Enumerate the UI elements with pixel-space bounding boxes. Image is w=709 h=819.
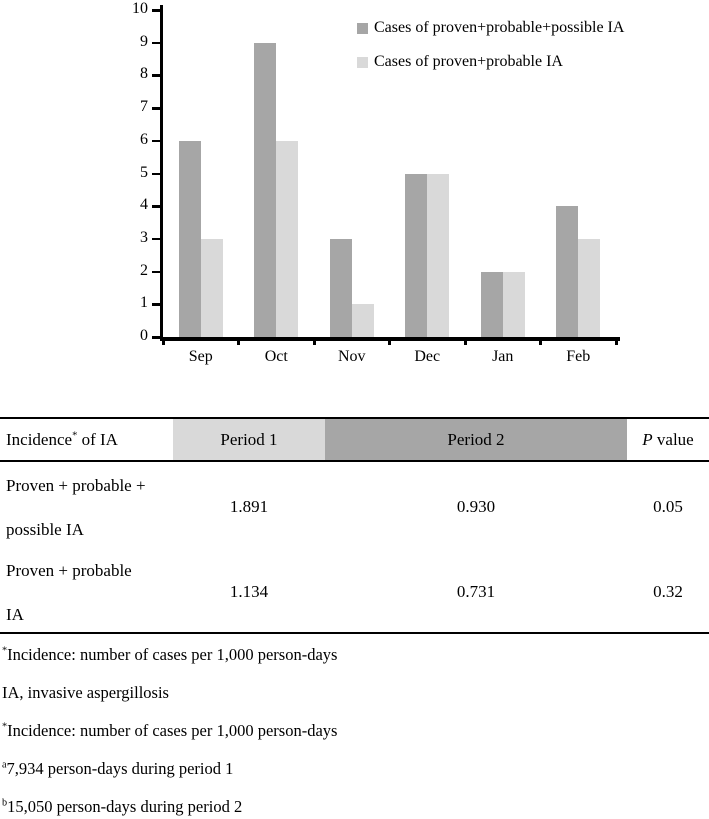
cell-period2-value: 0.731 (456, 582, 496, 601)
y-axis-label: 7 (140, 98, 148, 116)
footnote-sup: a (2, 759, 7, 771)
x-axis-tick (161, 337, 165, 345)
legend-item-proven-probable: Cases of proven+probable IA (357, 53, 563, 71)
y-axis-label: 6 (140, 130, 148, 148)
row-label-line1: Proven + probable (6, 561, 132, 580)
footnote-text: 15,050 person-days during period 2 (7, 797, 243, 816)
x-axis-month-label: Jan (492, 348, 514, 365)
cell-period2-value: 0.930 (456, 497, 496, 516)
y-axis-label: 2 (140, 261, 148, 279)
y-axis-tick (152, 74, 161, 77)
bar-nov-series1 (351, 304, 374, 337)
y-axis-label: 3 (140, 228, 148, 246)
x-axis-month-label: Nov (337, 348, 366, 365)
incidence-table: Incidence* of IA Period 1 Period 2 P val… (0, 417, 709, 634)
footnote-period1-person-days: a7,934 person-days during period 1 (2, 750, 709, 788)
table-row-proven-probable-possible: Proven + probable + possible IA 1.891 0.… (0, 462, 709, 547)
y-axis-tick (152, 237, 161, 241)
footnote-text: IA, invasive aspergillosis (2, 683, 169, 702)
footnote-sup: * (2, 645, 8, 657)
table-header-period2: Period 2 (325, 419, 627, 460)
row-label: Proven + probable IA (0, 547, 173, 637)
bar-oct-series1 (276, 140, 299, 337)
legend-label: Cases of proven+probable IA (374, 53, 563, 70)
table-row-proven-probable: Proven + probable IA 1.134 0.731 0.32 (0, 547, 709, 632)
x-axis-tick (388, 337, 391, 345)
footnote-text: Incidence: number of cases per 1,000 per… (7, 721, 338, 740)
header-incidence-text: Incidence (6, 429, 73, 449)
cell-p-value: 0.05 (653, 497, 683, 516)
table-header-row: Incidence* of IA Period 1 Period 2 P val… (0, 419, 709, 462)
footnote-incidence-definition-1: *Incidence: number of cases per 1,000 pe… (2, 636, 709, 674)
y-axis-label: 9 (140, 32, 148, 50)
row-label-line1: Proven + probable + (6, 476, 146, 495)
cell-period1-value: 1.891 (229, 497, 269, 516)
table-header-pvalue: P value (627, 419, 709, 460)
bar-nov-series0 (329, 238, 352, 337)
bar-sep-series0 (178, 140, 201, 337)
row-label-line2: IA (6, 605, 24, 624)
row-label-line2: possible IA (6, 520, 84, 539)
y-axis-tick (152, 139, 161, 143)
footnote-text: 7,934 person-days during period 1 (6, 759, 234, 778)
y-axis-tick (152, 172, 161, 175)
y-axis-tick (152, 107, 161, 110)
x-axis-tick (614, 337, 618, 345)
footnote-period2-person-days: b15,050 person-days during period 2 (2, 788, 709, 819)
footnotes: *Incidence: number of cases per 1,000 pe… (0, 636, 709, 819)
y-axis-label: 0 (140, 327, 148, 344)
row-label: Proven + probable + possible IA (0, 462, 173, 552)
y-axis-line (160, 5, 163, 337)
x-axis-tick (312, 337, 316, 345)
table-header-incidence: Incidence* of IA (0, 419, 173, 460)
footnote-text: Incidence: number of cases per 1,000 per… (7, 645, 338, 664)
legend-swatch-dark (357, 22, 368, 34)
footnote-incidence-definition-2: *Incidence: number of cases per 1,000 pe… (2, 712, 709, 750)
y-axis-label: 4 (140, 196, 148, 214)
y-axis-label: 5 (140, 163, 148, 181)
y-axis-tick (152, 9, 161, 12)
y-axis-label: 10 (132, 0, 148, 17)
header-p-suffix: value (652, 429, 694, 449)
footnote-ia-definition: IA, invasive aspergillosis (2, 674, 709, 712)
bar-jan-series1 (502, 271, 525, 337)
footnote-sup: * (2, 721, 8, 733)
bar-chart: Cases of proven+probable+possible IA Cas… (132, 0, 624, 365)
bar-feb-series0 (556, 206, 579, 337)
table-header-period1: Period 1 (173, 419, 325, 460)
cell-p-value: 0.32 (653, 582, 683, 601)
header-incidence-asterisk: * (72, 429, 78, 441)
x-axis-tick (539, 337, 542, 345)
bar-feb-series1 (578, 238, 601, 337)
header-p-italic: P (642, 429, 653, 449)
bar-sep-series1 (200, 238, 223, 337)
y-axis-tick (152, 205, 161, 208)
cell-period1-value: 1.134 (229, 582, 269, 601)
legend-item-proven-probable-possible: Cases of proven+probable+possible IA (357, 19, 624, 37)
legend-label: Cases of proven+probable+possible IA (374, 19, 625, 36)
bar-jan-series0 (480, 271, 503, 337)
x-axis-month-label: Feb (566, 348, 591, 365)
x-axis-month-label: Sep (188, 348, 213, 365)
y-axis-tick (152, 303, 161, 306)
bar-dec-series0 (405, 173, 428, 337)
y-axis-tick (152, 41, 161, 45)
bar-dec-series1 (427, 173, 450, 337)
x-axis-tick (463, 337, 467, 345)
y-axis-tick (152, 270, 161, 274)
y-axis-label: 1 (140, 294, 148, 312)
legend-swatch-light (357, 56, 368, 68)
x-axis-month-label: Dec (414, 348, 441, 365)
header-incidence-suffix: of IA (77, 429, 118, 449)
x-axis-tick (237, 337, 240, 345)
x-axis-month-label: Oct (264, 348, 288, 365)
bar-oct-series0 (254, 42, 277, 337)
y-axis-label: 8 (140, 65, 148, 83)
y-axis-tick (152, 336, 161, 339)
footnote-sup: b (2, 797, 8, 809)
